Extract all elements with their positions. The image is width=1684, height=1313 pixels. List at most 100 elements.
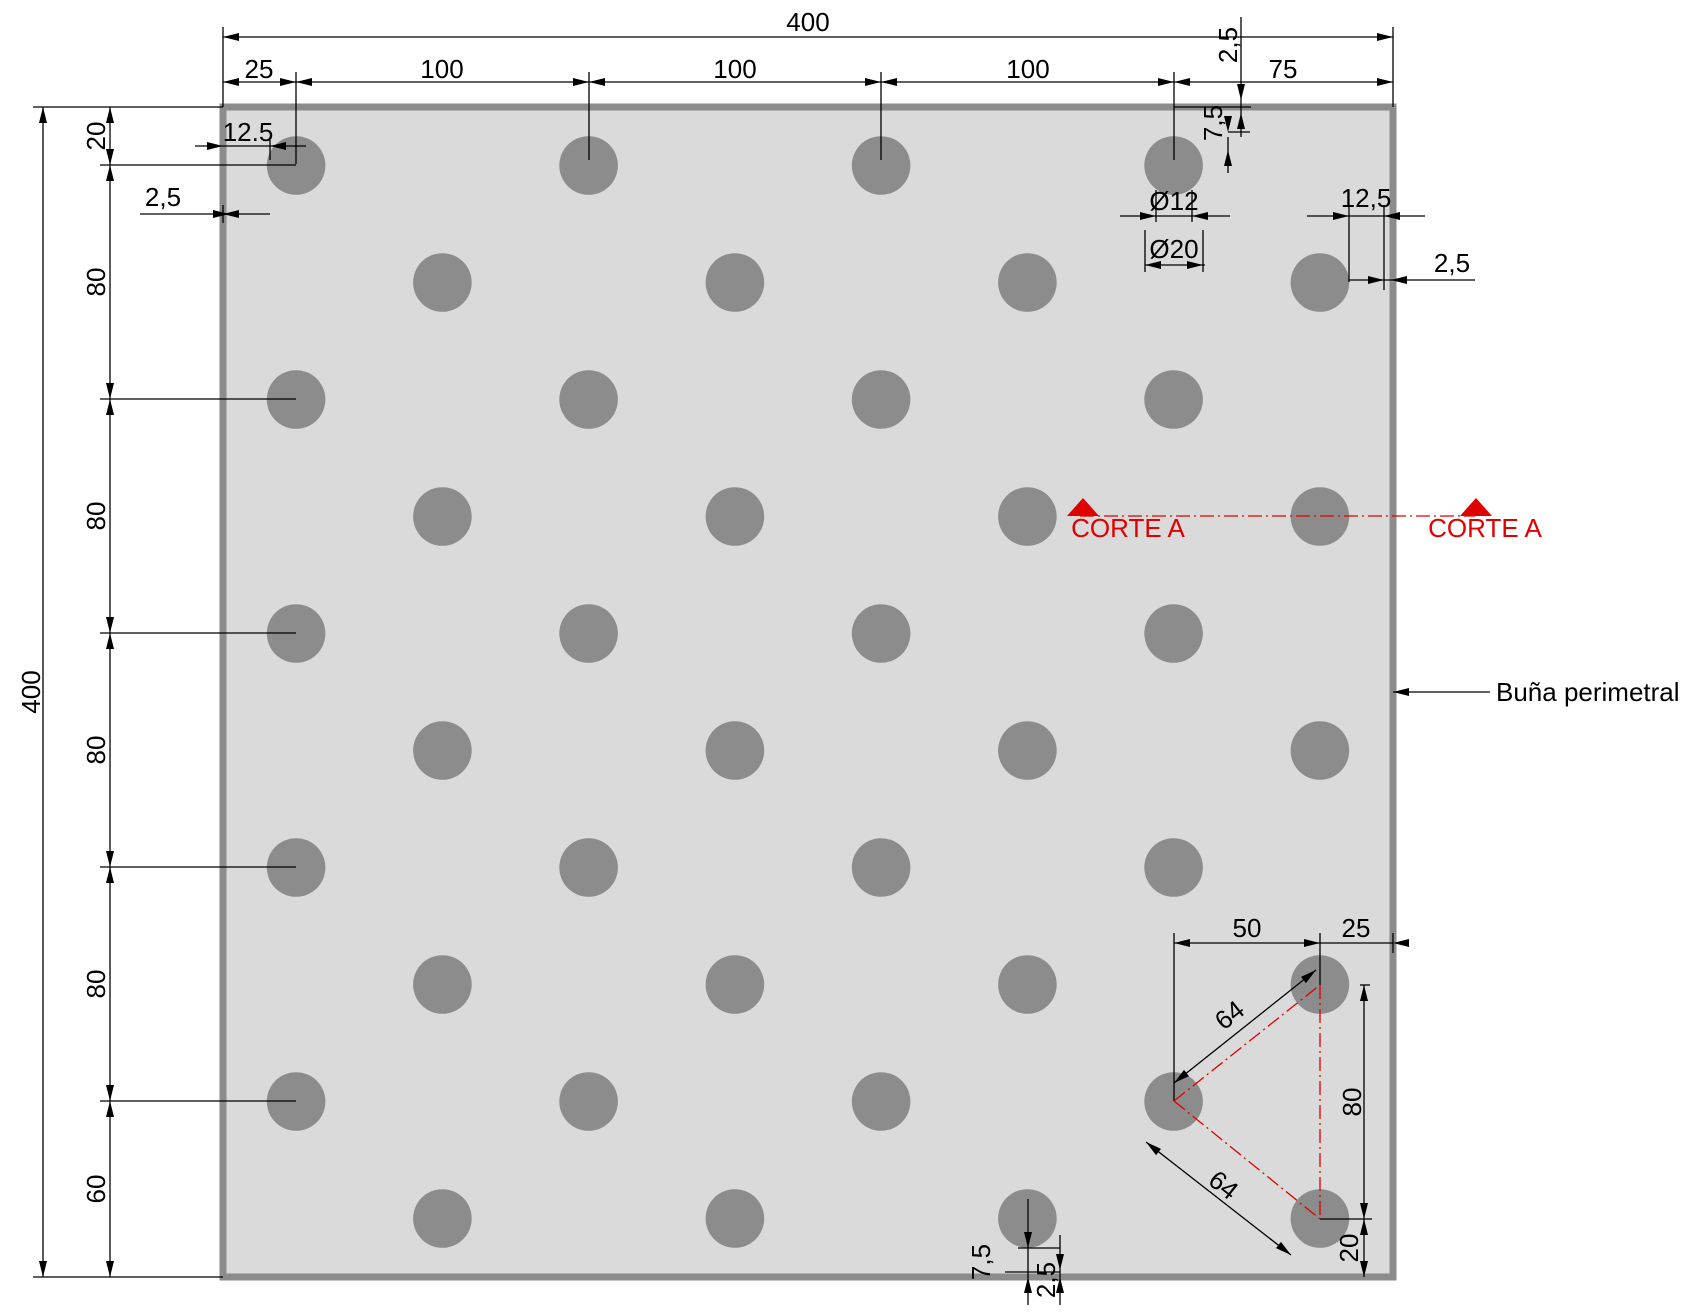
bottom-offset-label: 7,5	[966, 1244, 996, 1280]
tactile-dot	[705, 253, 765, 312]
outer-diameter-label: Ø20	[1149, 234, 1198, 264]
arrowhead-icon	[106, 1261, 114, 1277]
tactile-dot	[266, 370, 326, 429]
arrowhead-icon	[106, 165, 114, 181]
tactile-dot	[1144, 604, 1203, 663]
top-seg-2-label: 100	[420, 54, 463, 84]
arrowhead-icon	[1377, 78, 1393, 86]
section-cut-line	[1067, 498, 1492, 517]
left-seg-1-label: 20	[81, 122, 111, 151]
arrowhead-icon	[1145, 261, 1161, 269]
top-seg-4-label: 100	[1006, 54, 1049, 84]
arrowhead-icon	[106, 1101, 114, 1117]
arrowhead-icon	[1300, 970, 1316, 984]
left-seg-4-label: 80	[81, 736, 111, 765]
top-right-groove-label: 2,5	[1213, 27, 1243, 63]
perimeter-groove-label: Buña perimetral	[1496, 677, 1680, 707]
dimension-labels: 400 25 100 100 100 75 2,5 7,5 400 20 80 …	[16, 7, 1680, 1298]
tactile-dot	[266, 838, 326, 897]
arrowhead-icon	[1024, 1232, 1032, 1248]
tactile-dot	[1144, 838, 1203, 897]
left-seg-2-label: 80	[81, 268, 111, 297]
tactile-dot	[1144, 136, 1203, 195]
dot-grid	[266, 136, 1350, 1248]
tactile-dot	[413, 253, 472, 312]
left-seg-3-label: 80	[81, 502, 111, 531]
arrowhead-icon	[106, 851, 114, 867]
arrowhead-icon	[1192, 212, 1208, 220]
arrowhead-icon	[106, 399, 114, 415]
arrowhead-icon	[1056, 1254, 1064, 1270]
tactile-dot	[1290, 253, 1350, 312]
arrowhead-icon	[223, 210, 239, 218]
left-seg-6-label: 60	[81, 1175, 111, 1204]
arrowhead-icon	[39, 107, 47, 123]
left-seg-5-label: 80	[81, 970, 111, 999]
arrowhead-icon	[106, 617, 114, 633]
top-seg-3-label: 100	[713, 54, 756, 84]
section-marker-right-icon	[1460, 498, 1492, 516]
arrowhead-icon	[1174, 78, 1190, 86]
arrowhead-icon	[39, 1261, 47, 1277]
arrowhead-icon	[106, 383, 114, 399]
arrowhead-icon	[296, 78, 312, 86]
tactile-dot	[998, 721, 1057, 780]
arrowhead-icon	[1384, 212, 1400, 220]
tri-horizontal-label: 50	[1233, 913, 1262, 943]
arrowhead-icon	[1360, 1261, 1368, 1277]
arrowhead-icon	[1393, 688, 1409, 696]
overall-width-label: 400	[786, 7, 829, 37]
tactile-dot	[705, 1189, 765, 1248]
tactile-dot	[1290, 721, 1350, 780]
arrowhead-icon	[1368, 276, 1384, 284]
tri-edge-label: 25	[1342, 913, 1371, 943]
dot-radius-label: 12.5	[223, 117, 274, 147]
top-right-offset-label: 7,5	[1198, 105, 1228, 141]
tactile-dot	[998, 253, 1057, 312]
arrowhead-icon	[213, 210, 229, 218]
arrowhead-icon	[1158, 78, 1174, 86]
inner-diameter-label: Ø12	[1149, 186, 1198, 216]
tactile-dot	[1290, 487, 1350, 546]
tactile-dot	[1144, 370, 1203, 429]
arrowhead-icon	[223, 33, 239, 41]
tactile-dot	[413, 721, 472, 780]
arrowhead-icon	[1275, 1241, 1291, 1255]
section-label-left: CORTE A	[1071, 513, 1185, 543]
arrowhead-icon	[106, 633, 114, 649]
tactile-dot	[705, 487, 765, 546]
arrowhead-icon	[1237, 113, 1245, 129]
tactile-dot	[559, 136, 618, 195]
arrowhead-icon	[270, 142, 286, 150]
arrowhead-icon	[1391, 276, 1407, 284]
arrowhead-icon	[1174, 939, 1190, 947]
arrowhead-icon	[1333, 212, 1349, 220]
arrowhead-icon	[1174, 1069, 1190, 1083]
arrowhead-icon	[106, 867, 114, 883]
arrowhead-icon	[1360, 1219, 1368, 1235]
arrowhead-icon	[1140, 212, 1156, 220]
right-groove-label: 2,5	[1434, 248, 1470, 278]
tactile-dot	[413, 487, 472, 546]
arrowhead-icon	[865, 78, 881, 86]
tactile-dot	[413, 1189, 472, 1248]
arrowhead-icon	[1224, 116, 1232, 132]
arrowhead-icon	[1360, 1203, 1368, 1219]
top-seg-1-label: 25	[245, 54, 274, 84]
tile-outline	[219, 103, 1397, 1281]
arrowhead-icon	[1360, 985, 1368, 1001]
tactile-dot	[266, 1072, 326, 1131]
arrowhead-icon	[1393, 939, 1409, 947]
arrowhead-icon	[881, 78, 897, 86]
tactile-dot	[559, 838, 618, 897]
arrowhead-icon	[589, 78, 605, 86]
tactile-dot	[266, 604, 326, 663]
tactile-dot	[705, 955, 765, 1014]
arrowhead-icon	[223, 78, 239, 86]
tactile-dot	[266, 136, 326, 195]
dimension-lines	[33, 17, 1490, 1305]
arrowhead-icon	[106, 149, 114, 165]
dot-spacing-triangle	[1173, 984, 1321, 1220]
tactile-dot	[851, 370, 911, 429]
